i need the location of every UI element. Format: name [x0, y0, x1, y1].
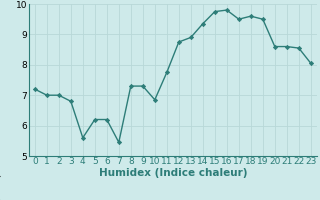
X-axis label: Humidex (Indice chaleur): Humidex (Indice chaleur): [99, 168, 247, 178]
